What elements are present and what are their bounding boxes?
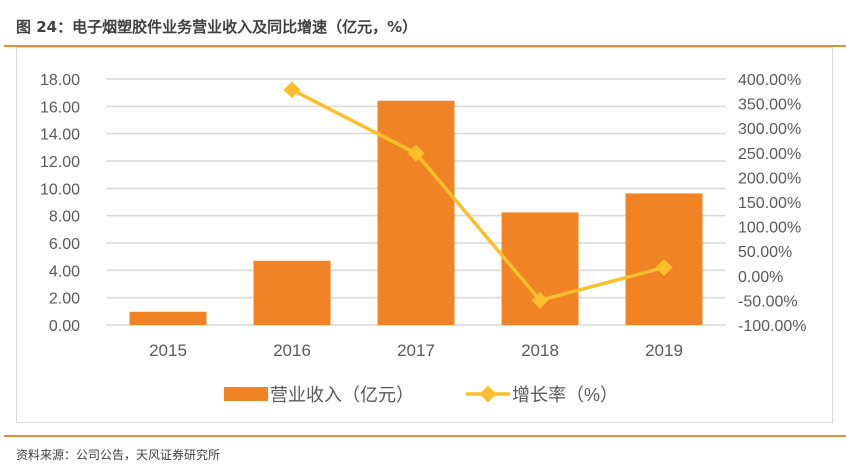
y-right-tick-label: 0.00%: [738, 269, 783, 286]
footer-rule: [4, 435, 846, 437]
y-left-tick-label: 10.00: [40, 181, 80, 198]
growth-point-2018: [531, 291, 549, 309]
bar-2017: [377, 100, 455, 325]
bar-2015: [129, 311, 207, 325]
growth-point-2016: [283, 81, 301, 99]
y-right-tick-label: 350.00%: [738, 97, 801, 114]
y-left-tick-label: 4.00: [49, 263, 80, 280]
growth-point-2019: [655, 258, 673, 276]
y-right-tick-label: 50.00%: [738, 244, 792, 261]
legend-bar-label: 营业收入（亿元）: [270, 385, 414, 405]
source-note: 资料来源：公司公告，天风证券研究所: [16, 448, 221, 462]
x-tick-label: 2017: [397, 341, 435, 360]
x-tick-label: 2018: [521, 341, 559, 360]
y-right-tick-label: -50.00%: [738, 293, 798, 310]
growth-point-2017: [407, 144, 425, 162]
title-rule: [4, 45, 846, 47]
y-right-tick-label: 400.00%: [738, 72, 801, 89]
legend-line-label: 增长率（%）: [512, 385, 618, 405]
y-right-tick-label: 200.00%: [738, 170, 801, 187]
legend-bar-swatch: [224, 387, 268, 401]
chart-frame: [16, 47, 833, 423]
legend-diamond-icon: [479, 385, 497, 403]
y-left-tick-label: 18.00: [40, 72, 80, 89]
x-tick-label: 2016: [273, 341, 311, 360]
x-tick-label: 2015: [149, 341, 187, 360]
figure-title: 图 24：电子烟塑胶件业务营业收入及同比增速（亿元，%）: [16, 18, 418, 36]
y-right-tick-label: 300.00%: [738, 121, 801, 138]
y-left-tick-label: 6.00: [49, 236, 80, 253]
chart: 0.00 2.00 4.00 6.00 8.00 10.00 12.00 14.00 16.00…: [40, 72, 807, 405]
y-left-tick-label: 0.00: [49, 318, 80, 335]
growth-line: [291, 88, 665, 303]
y-right-tick-label: -100.00%: [738, 318, 807, 335]
y-right-tick-label: 150.00%: [738, 195, 801, 212]
x-tick-label: 2019: [645, 341, 683, 360]
y-left-tick-label: 12.00: [40, 154, 80, 171]
y-right-tick-label: 100.00%: [738, 220, 801, 237]
y-right-tick-label: 250.00%: [738, 146, 801, 163]
bar-2016: [253, 260, 331, 325]
y-left-tick-label: 2.00: [49, 291, 80, 308]
y-left-tick-label: 8.00: [49, 209, 80, 226]
y-left-tick-label: 16.00: [40, 99, 80, 116]
y-left-tick-label: 14.00: [40, 127, 80, 144]
